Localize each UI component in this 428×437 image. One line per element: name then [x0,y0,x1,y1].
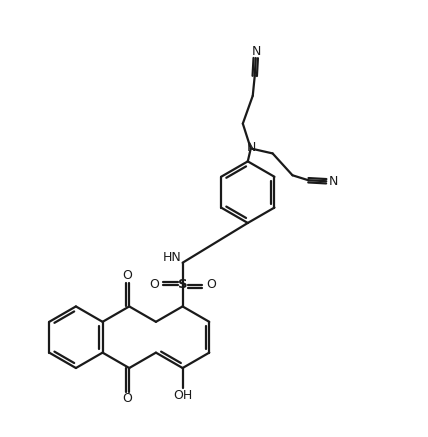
Text: N: N [247,141,256,154]
Text: O: O [122,269,132,282]
Text: O: O [206,278,216,291]
Text: OH: OH [173,389,192,402]
Text: N: N [329,175,338,188]
Text: S: S [178,278,187,291]
Text: O: O [122,392,132,406]
Text: HN: HN [163,251,181,264]
Text: N: N [252,45,262,58]
Text: O: O [149,278,159,291]
